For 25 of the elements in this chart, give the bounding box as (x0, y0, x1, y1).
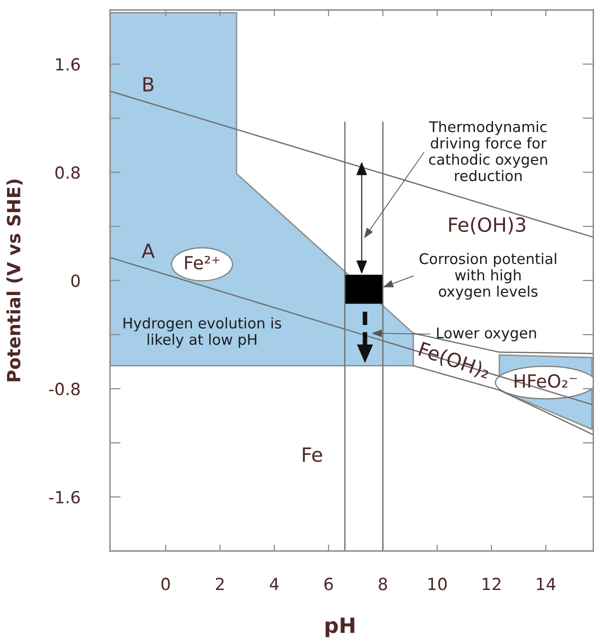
legend-label: A (142, 244, 155, 258)
x-tick-label: 4 (270, 578, 279, 590)
y-tick-label: 0 (71, 274, 80, 288)
y-tick-label: 0.8 (55, 166, 80, 179)
annotation: Corrosion potential with high oxygen levels (420, 252, 556, 300)
annotation: Fe(OH)3 (449, 217, 526, 234)
x-tick-label: 12 (482, 578, 500, 590)
annotation: Fe (302, 448, 322, 462)
annotation: Fe²⁺ (185, 256, 220, 270)
annotation: Thermodynamic driving force for cathodic oxygen reduction (429, 120, 548, 182)
annotation: Lower oxygen (437, 328, 536, 342)
x-tick-label: 6 (324, 578, 333, 590)
y-tick-label: -0.8 (49, 382, 80, 396)
series-label: B (143, 77, 154, 92)
y-axis-title: Potential (V vs SHE) (6, 180, 23, 382)
x-tick-label: 10 (428, 578, 447, 590)
annotation: Hydrogen evolution is likely at low pH (124, 317, 282, 348)
annotation: HFeO₂⁻ (514, 374, 577, 388)
x-tick-label: 2 (216, 578, 224, 590)
y-tick-label: 1.6 (56, 58, 80, 71)
x-tick-label: 14 (537, 578, 556, 590)
y-tick-label: -1.6 (49, 490, 80, 504)
x-tick-label: 0 (161, 578, 170, 590)
x-axis-title: pH (326, 618, 354, 638)
x-tick-label: 8 (378, 578, 388, 590)
